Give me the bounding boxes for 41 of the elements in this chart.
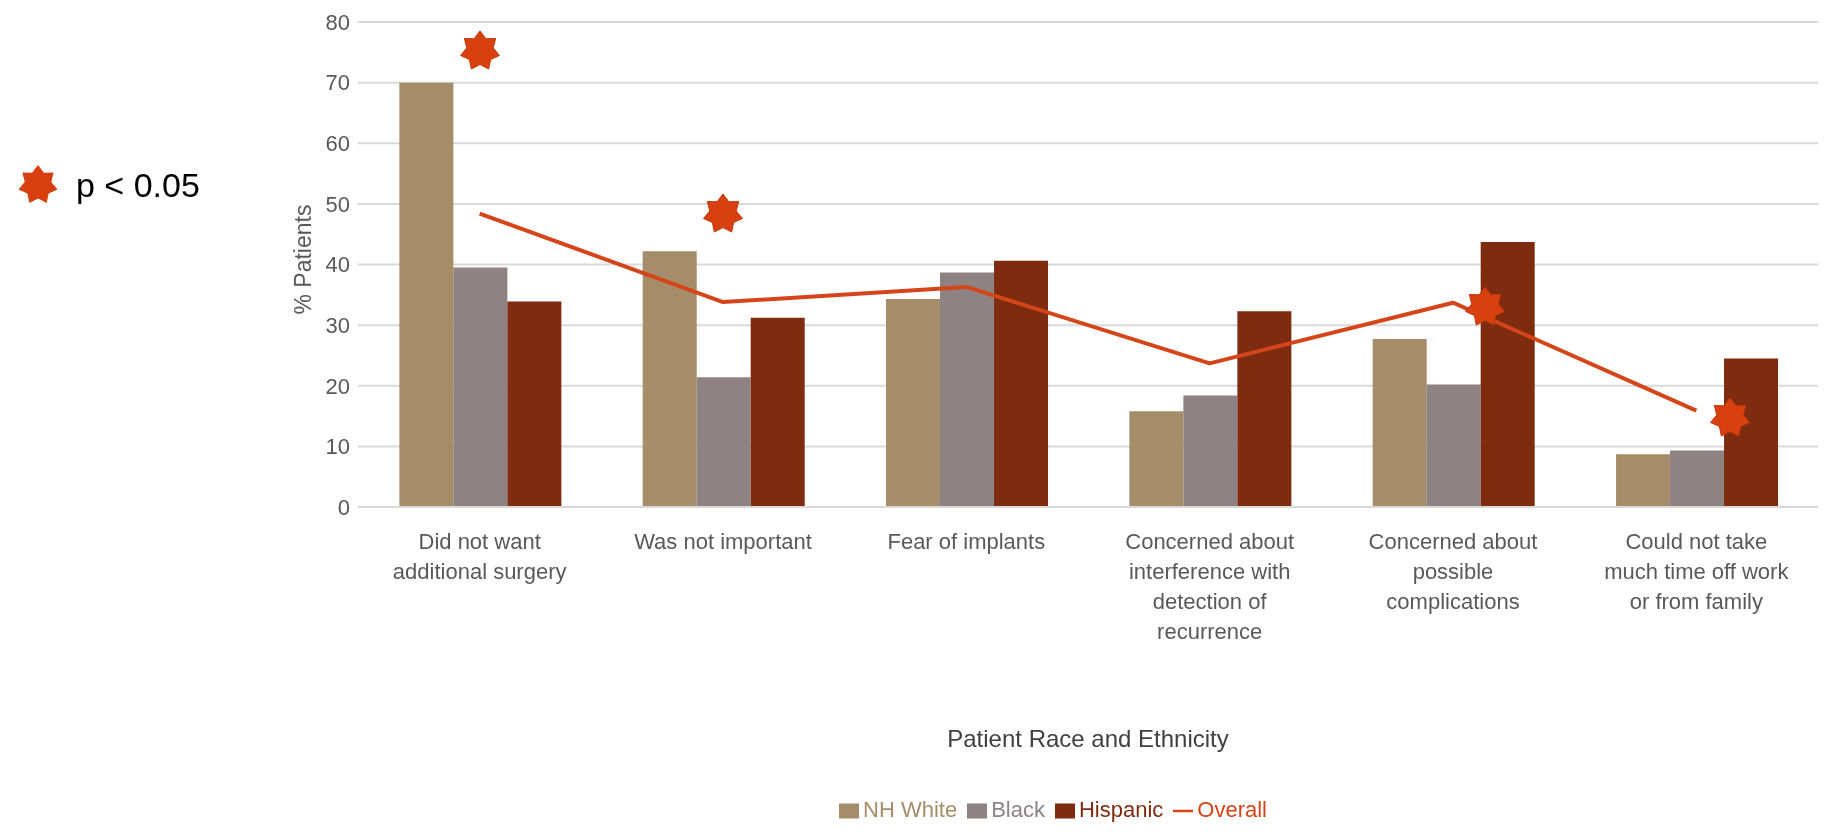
bar [1426,384,1481,507]
bar [1129,411,1184,507]
bar [1724,358,1779,507]
y-axis-title: % Patients [290,204,317,315]
legend-label: Hispanic [1078,797,1164,822]
bar [994,260,1049,507]
x-tick-label: Could not take much time off work or from family [1604,529,1790,614]
x-tick-label: Fear of implants [887,529,1046,554]
bar [940,272,995,507]
bar [399,82,454,507]
bar [1372,339,1427,507]
line-series [477,211,1699,413]
bar [507,301,562,507]
bar [750,317,805,507]
bar [1480,242,1535,507]
x-tick-label: Concerned about possible complications [1368,529,1538,614]
legend-label: Overall [1197,797,1267,822]
bar [1670,450,1725,507]
legend-label: Black [991,797,1045,822]
bar [696,377,751,507]
bar [1183,395,1238,507]
bar [453,267,508,507]
x-tick-label: Concerned about interference with detection of recurrence [1125,529,1295,644]
bar [1237,311,1292,507]
x-tick-label: Was not important [634,529,812,554]
y-tick-label: 80 [325,9,350,35]
y-tick-label: 10 [325,434,350,460]
text: p < 0.05 [76,165,200,205]
bar [1616,454,1671,507]
bar [642,251,697,507]
y-tick-label: 40 [325,252,350,278]
y-tick-label: 0 [337,494,350,520]
x-axis-title: Patient Race and Ethnicity [947,725,1229,752]
y-tick-label: 70 [325,70,350,96]
bar [886,299,941,507]
x-tick-label: Did not want additional surgery [392,529,567,584]
legend-label: NH White [863,797,958,822]
y-tick-label: 30 [325,312,350,338]
y-tick-label: 50 [325,191,350,217]
y-tick-label: 60 [325,131,350,157]
y-tick-label: 20 [325,373,350,399]
